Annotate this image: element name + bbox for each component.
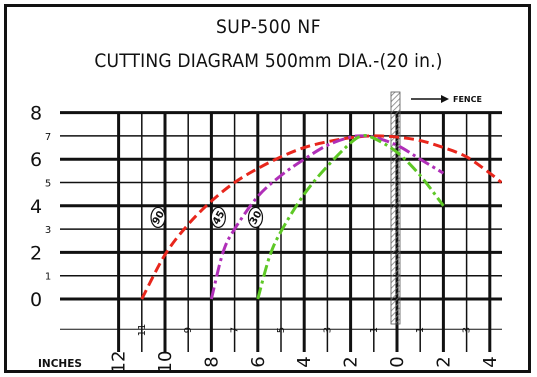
fence-arrow-head [441,95,449,103]
series-line-90 [140,134,502,300]
x-tick-label: 6 [248,356,269,367]
fence-label: FENCE [453,95,482,104]
y-tick-label: 2 [30,242,42,264]
y-tick-label-minor: 5 [45,179,51,190]
x-tick-label-minor: 1 [369,327,380,333]
y-tick-label: 0 [30,289,42,311]
x-tick-label: 4 [294,356,315,367]
y-tick-label-minor: 3 [45,225,51,236]
series-line-30 [256,134,445,300]
y-tick-label: 6 [30,149,42,171]
chart-title: SUP-500 NF [215,16,322,38]
x-tick-label: 0 [387,356,408,367]
x-tick-label-minor: 9 [183,327,194,333]
series-badge-30 [247,206,264,229]
series-line-45 [209,134,445,300]
fence-band [390,91,401,325]
x-tick-label: 2 [433,356,454,367]
x-tick-label: 12 [109,351,130,374]
x-tick-label-minor: 3 [322,327,333,333]
x-tick-label-minor: 5 [276,327,287,333]
x-tick-label: 8 [201,356,222,367]
series-badge-90 [150,206,166,229]
x-tick-label: 4 [480,356,501,367]
x-unit-label: INCHES [38,358,82,370]
x-tick-label: 10 [155,351,176,374]
x-tick-label-minor: 11 [137,324,148,337]
x-tick-label-minor: 1 [415,327,426,333]
chart-subtitle: CUTTING DIAGRAM 500mm DIA.-(20 in.) [94,50,443,72]
y-tick-label: 4 [30,196,42,218]
x-tick-label: 2 [341,356,362,367]
y-tick-label-minor: 7 [45,132,51,143]
x-tick-label-minor: 3 [462,327,473,333]
y-tick-label: 8 [30,103,42,125]
x-tick-label-minor: 7 [230,327,241,333]
series-badge-45 [210,206,226,229]
y-tick-label-minor: 1 [45,272,51,283]
